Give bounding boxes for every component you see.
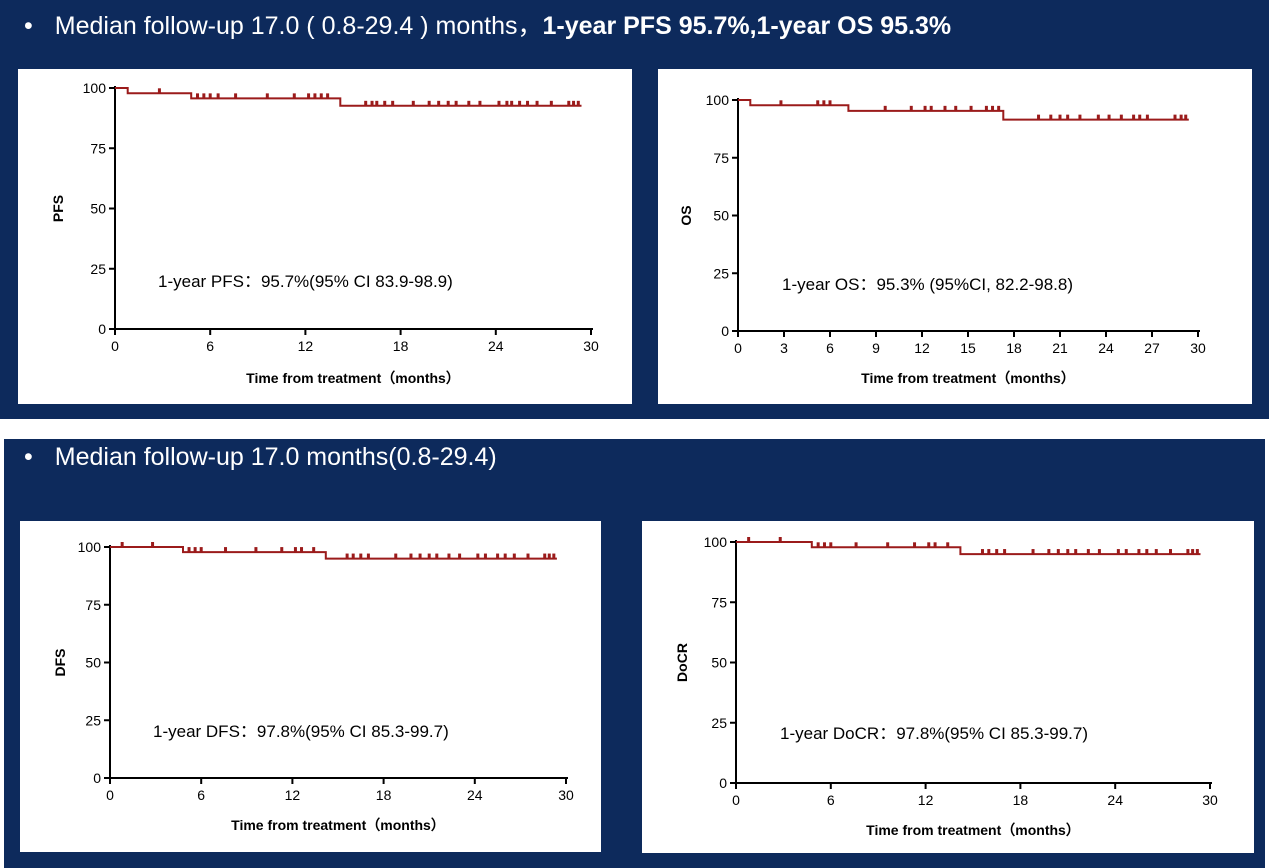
x-tick-label: 15 [960,340,976,356]
x-tick-label: 12 [918,792,934,808]
x-tick-label: 6 [206,338,214,354]
x-tick-label: 0 [111,338,119,354]
headline-top-text: Median follow-up 17.0 ( 0.8-29.4 ) month… [54,12,543,40]
x-tick-label: 30 [1202,792,1218,808]
y-tick-label: 0 [719,775,727,791]
x-tick-label: 27 [1144,340,1160,356]
x-axis-title: Time from treatment（months） [246,370,460,386]
docr-chart-panel: 0 25 50 75 100 0 6 12 18 24 30 Time from treatment（… [642,521,1254,853]
x-tick-label: 6 [197,787,205,803]
dfs-chart-panel: 0 25 50 75 100 0 6 12 18 24 30 Time from treatment（… [20,521,601,852]
survival-curve [110,546,557,560]
headline-bottom-text: Median follow-up 17.0 months(0.8-29.4) [54,443,497,471]
x-tick-label: 6 [826,340,834,356]
y-tick-label: 75 [711,594,727,610]
x-tick-label: 24 [1098,340,1114,356]
y-axis-title: DFS [52,649,68,677]
y-axis-title: PFS [50,195,66,222]
x-tick-label: 30 [1190,340,1206,356]
survival-curve [738,99,1189,121]
y-tick-label: 0 [98,321,106,337]
x-tick-label: 24 [467,787,483,803]
x-tick-label: 12 [298,338,314,354]
x-tick-label: 18 [393,338,409,354]
x-tick-label: 18 [376,787,392,803]
y-tick-label: 50 [90,201,106,217]
x-tick-label: 18 [1006,340,1022,356]
x-tick-label: 6 [827,792,835,808]
x-tick-label: 9 [872,340,880,356]
headline-top-bold: 1-year PFS 95.7%,1-year OS 95.3% [542,12,952,40]
y-tick-label: 25 [90,261,106,277]
x-tick-label: 30 [558,787,574,803]
os-chart: 0 25 50 75 100 0 3 6 9 12 15 18 21 24 27 30 Time from tr… [678,92,1206,386]
x-tick-label: 3 [780,340,788,356]
x-tick-label: 24 [488,338,504,354]
x-axis-title: Time from treatment（months） [861,370,1075,386]
y-tick-label: 100 [83,80,107,96]
y-tick-label: 0 [721,323,729,339]
y-tick-label: 100 [704,534,728,550]
os-chart-panel: 0 25 50 75 100 0 3 6 9 12 15 18 21 24 27 30 Time from tr… [658,69,1252,404]
survival-curve [736,541,1201,556]
bullet-icon: • [24,12,33,40]
headline-bottom: • Median follow-up 17.0 months(0.8-29.4) [24,443,497,472]
dfs-chart: 0 25 50 75 100 0 6 12 18 24 30 Time from treatment（… [52,539,574,833]
pfs-chart-panel: 0 25 50 75 100 0 6 12 18 24 30 Time from treatment（… [18,69,632,404]
x-tick-label: 18 [1013,792,1029,808]
y-axis-title: DoCR [674,643,690,682]
docr-chart: 0 25 50 75 100 0 6 12 18 24 30 Time from treatment（… [674,534,1218,838]
x-tick-label: 0 [106,787,114,803]
x-tick-label: 21 [1052,340,1068,356]
x-tick-label: 0 [732,792,740,808]
x-tick-label: 24 [1107,792,1123,808]
y-tick-label: 100 [78,539,102,555]
one-year-estimate-annotation: 1-year OS：95.3% (95%CI, 82.2-98.8) [782,275,1073,294]
y-tick-label: 25 [85,712,101,728]
y-axis-title: OS [678,205,694,225]
x-tick-label: 12 [285,787,301,803]
y-tick-label: 0 [93,770,101,786]
y-tick-label: 50 [711,655,727,671]
x-tick-label: 0 [734,340,742,356]
y-tick-label: 50 [85,655,101,671]
y-tick-label: 25 [713,265,729,281]
y-tick-label: 100 [706,92,730,108]
y-tick-label: 75 [85,597,101,613]
survival-curve [115,87,582,107]
bullet-icon: • [24,443,33,471]
x-tick-label: 12 [914,340,930,356]
one-year-estimate-annotation: 1-year DFS：97.8%(95% CI 85.3-99.7) [153,722,449,741]
pfs-chart: 0 25 50 75 100 0 6 12 18 24 30 Time from treatment（… [50,80,599,386]
x-axis-title: Time from treatment（months） [866,822,1080,838]
one-year-estimate-annotation: 1-year DoCR：97.8%(95% CI 85.3-99.7) [780,724,1088,743]
y-tick-label: 75 [90,140,106,156]
x-axis-title: Time from treatment（months） [231,817,445,833]
x-tick-label: 30 [583,338,599,354]
y-tick-label: 25 [711,715,727,731]
one-year-estimate-annotation: 1-year PFS：95.7%(95% CI 83.9-98.9) [158,272,453,291]
y-tick-label: 50 [713,208,729,224]
y-tick-label: 75 [713,150,729,166]
headline-top: • Median follow-up 17.0 ( 0.8-29.4 ) mont… [24,6,951,42]
